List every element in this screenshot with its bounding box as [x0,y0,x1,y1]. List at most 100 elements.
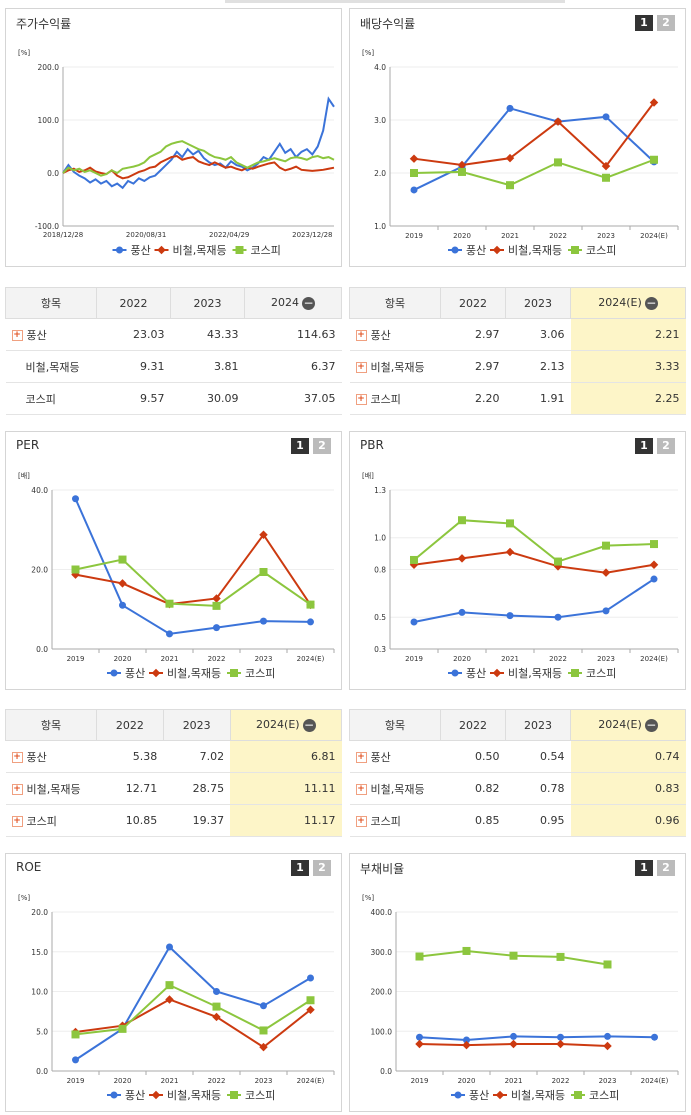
table-row: + 풍산 0.50 0.54 0.74 [349,740,686,773]
period-1-button[interactable]: 1 [291,438,309,454]
y-tick-label: 1.3 [374,486,386,495]
table-pbr: 항목 2022 2023 2024(E) − + 풍산 0.50 0.54 0.74 + 비철,목재등… [349,709,686,837]
data-point [110,1091,118,1099]
x-tick-label: 2019 [405,655,423,663]
y-tick-label: 0.0 [36,645,48,654]
chart-dividend-yield: [%]4.0 3.0 2.0 1.0 2019 2020 2021 2022 2023 2024(… [362,49,679,257]
y-tick-label: 200.0 [38,63,60,72]
data-point [506,181,514,190]
period-2-button[interactable]: 2 [313,438,331,454]
x-tick-label: 2024(E) [297,655,325,663]
series-line [62,96,335,190]
column-header-label: 2023 [182,718,211,732]
expand-icon[interactable]: + [355,362,367,373]
table-row: + 비철,목재등 12.71 28.75 11.11 [5,772,342,805]
row-label: 풍산 [26,750,47,764]
data-point [510,1032,517,1040]
value-cell: 2.25 [570,382,686,415]
data-point [260,617,267,625]
row-label: 코스피 [370,814,401,828]
row-label-cell: + 코스피 [349,804,441,837]
data-point [492,245,502,255]
row-label: 코스피 [25,392,56,406]
collapse-icon[interactable]: − [644,717,658,732]
data-point [307,974,314,982]
value-cell: 9.31 [96,350,171,383]
expand-icon[interactable]: + [355,394,367,405]
expand-icon[interactable]: + [355,330,367,341]
data-point [454,1091,462,1099]
data-point [165,599,174,608]
period-2-button[interactable]: 2 [657,860,675,876]
series-line [413,519,655,563]
y-tick-label: 2.0 [374,169,386,178]
column-header-label: 2022 [115,718,144,732]
expand-icon[interactable]: + [355,784,367,795]
value-cell: 2.21 [570,318,686,351]
value-cell: 0.96 [570,804,686,837]
value-cell: 114.63 [244,318,342,351]
period-2-button[interactable]: 2 [657,438,675,454]
value-cell: 0.85 [440,804,506,837]
panel-stock-return: 주가수익률 [%] 200.0 100.0 0.0 -100.0 2018/12/28 20… [5,8,342,267]
table-row: + 코스피 0.85 0.95 0.96 [349,804,686,837]
data-point [571,246,579,254]
chart-roe: [%]20.0 15.0 10.0 5.0 0.0 2019 2020 2021 2022 202… [18,894,335,1102]
data-point [602,541,610,550]
expand-icon[interactable]: + [11,330,23,341]
row-label-cell: + 비철,목재등 [349,772,441,805]
collapse-icon[interactable]: − [644,295,658,310]
period-buttons: 1 2 [635,15,675,31]
data-point [602,113,610,121]
legend-label: 코스피 [245,1089,275,1102]
series-line [74,945,312,1061]
table-row: + 풍산 5.38 7.02 6.81 [5,740,342,773]
y-tick-label: 20.0 [31,566,48,575]
period-1-button[interactable]: 1 [635,860,653,876]
period-1-button[interactable]: 1 [635,15,653,31]
y-tick-label: 4.0 [374,63,386,72]
legend-label: 비철,목재등 [167,1089,221,1102]
y-tick-label: -100.0 [35,222,59,231]
period-1-button[interactable]: 1 [635,438,653,454]
expand-icon[interactable]: + [11,752,23,763]
x-tick-label: 2018/12/28 [43,231,83,239]
column-header: 2022 [440,287,506,319]
x-tick-label: 2024(E) [297,1077,325,1085]
row-label-cell: + 비철,목재등 [5,772,97,805]
data-point [451,246,459,254]
series-line [413,578,655,623]
data-point [458,167,466,176]
expand-icon[interactable]: + [11,816,23,827]
axis-unit-label: [%] [18,894,30,902]
collapse-icon[interactable]: − [302,717,316,732]
period-1-button[interactable]: 1 [291,860,309,876]
chart-pbr: [배]1.3 1.0 0.8 0.5 0.3 2019 2020 2021 2022 2023 20… [362,471,679,680]
table-row: 코스피 9.57 30.09 37.05 [5,382,342,415]
row-label-cell: + 코스피 [5,804,97,837]
table-header-row: 항목 2022 2023 2024(E) − [349,709,686,741]
data-point [604,1032,611,1040]
column-header: 2024(E) − [570,287,686,319]
value-cell: 23.03 [96,318,171,351]
x-tick-label: 2023 [597,655,615,663]
y-tick-label: 400.0 [371,908,393,917]
data-point [416,1033,423,1041]
collapse-icon[interactable]: − [302,295,315,310]
period-2-button[interactable]: 2 [313,860,331,876]
expand-icon[interactable]: + [355,752,367,763]
data-point [151,1090,161,1100]
value-cell: 10.85 [96,804,164,837]
legend-label: 풍산 [125,1089,145,1102]
expand-icon[interactable]: + [355,816,367,827]
x-tick-label: 2021 [161,1077,179,1085]
y-tick-label: 10.0 [31,988,48,997]
panel-title: PER [16,438,40,452]
data-point [307,618,314,626]
data-point [166,630,173,638]
period-2-button[interactable]: 2 [657,15,675,31]
x-tick-label: 2021 [501,232,519,240]
expand-icon[interactable]: + [11,784,23,795]
data-point [110,669,118,677]
y-tick-label: 0.3 [374,645,386,654]
